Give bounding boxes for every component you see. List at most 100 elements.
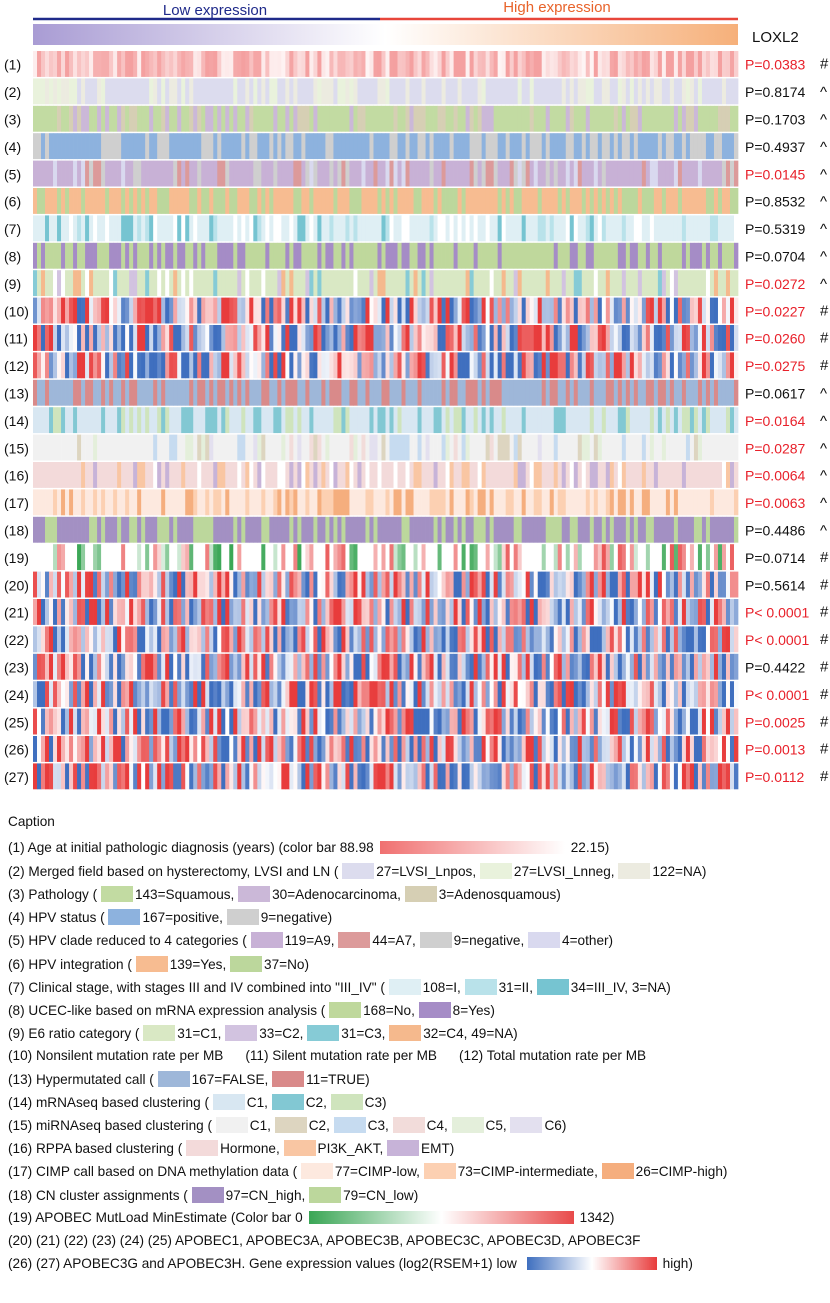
heatmap-cell — [661, 270, 667, 297]
heatmap-cell — [561, 352, 567, 379]
heatmap-cell — [233, 325, 238, 351]
heatmap-cell — [153, 736, 158, 762]
heatmap-cell — [121, 681, 126, 708]
heatmap-cell — [321, 325, 326, 351]
heatmap-cell — [637, 763, 643, 790]
heatmap-cell — [617, 434, 623, 461]
heatmap-cell — [69, 736, 74, 762]
heatmap-cell — [285, 51, 290, 77]
heatmap-cell — [517, 544, 523, 571]
heatmap-cell — [557, 105, 563, 132]
heatmap-cell — [605, 763, 611, 790]
heatmap-cell — [173, 215, 178, 242]
heatmap-cell — [549, 270, 555, 297]
heatmap-cell — [433, 708, 438, 735]
heatmap-cell — [205, 133, 210, 160]
heatmap-cell — [45, 188, 50, 214]
heatmap-cell — [149, 105, 154, 132]
heatmap-cell — [81, 270, 86, 297]
heatmap-cell — [373, 571, 378, 598]
heatmap-cell — [577, 599, 583, 625]
heatmap-cell — [441, 242, 446, 269]
heatmap-cell — [201, 325, 206, 351]
heatmap-cell — [489, 270, 495, 297]
heatmap-cell — [53, 407, 58, 434]
heatmap-cell — [337, 571, 342, 598]
heatmap-cell — [101, 242, 106, 269]
heatmap-cell — [277, 379, 282, 406]
heatmap-cell — [309, 160, 314, 187]
heatmap-cell — [693, 160, 699, 187]
heatmap-cell — [325, 325, 330, 351]
heatmap-cell — [725, 489, 731, 516]
heatmap-cell — [425, 407, 430, 434]
heatmap-cell — [45, 105, 50, 132]
heatmap-cell — [701, 626, 707, 653]
heatmap-cell — [401, 516, 406, 543]
heatmap-cell — [45, 599, 50, 625]
heatmap-cell — [513, 352, 519, 379]
heatmap-cell — [257, 681, 262, 708]
heatmap-cell — [441, 78, 446, 105]
heatmap-cell — [253, 571, 258, 598]
heatmap-cell — [157, 407, 162, 434]
heatmap-cell — [569, 462, 575, 488]
heatmap-cell — [549, 297, 555, 324]
heatmap-cell — [89, 352, 94, 379]
heatmap-cell — [473, 434, 478, 461]
heatmap-cell — [161, 160, 166, 187]
heatmap-cell — [165, 516, 170, 543]
heatmap-cell — [253, 352, 258, 379]
heatmap-cell — [593, 516, 599, 543]
heatmap-cell — [293, 133, 298, 160]
heatmap-cell — [665, 763, 671, 790]
heatmap-cell — [553, 160, 559, 187]
heatmap-cell — [293, 379, 298, 406]
heatmap-cell — [509, 133, 515, 160]
heatmap-cell — [569, 544, 575, 571]
heatmap-cell — [77, 544, 82, 571]
p-value-label: P=0.4422 — [745, 660, 806, 676]
heatmap-cell — [365, 599, 370, 625]
heatmap-cell — [665, 434, 671, 461]
heatmap-cell — [489, 51, 495, 77]
heatmap-cell — [197, 105, 202, 132]
heatmap-cell — [549, 708, 555, 735]
heatmap-cell — [305, 215, 310, 242]
heatmap-cell — [705, 379, 711, 406]
heatmap-cell — [389, 325, 394, 351]
heatmap-cell — [193, 78, 198, 105]
heatmap-cell — [57, 133, 62, 160]
heatmap-cell — [53, 105, 58, 132]
heatmap-cell — [93, 434, 98, 461]
heatmap-cell — [681, 516, 687, 543]
heatmap-cell — [509, 681, 515, 708]
heatmap-cell — [661, 379, 667, 406]
heatmap-cell — [453, 133, 458, 160]
heatmap-cell — [129, 571, 134, 598]
heatmap-cell — [513, 160, 519, 187]
heatmap-cell — [321, 462, 326, 488]
heatmap-cell — [101, 188, 106, 214]
heatmap-cell — [561, 681, 567, 708]
heatmap-cell — [641, 379, 647, 406]
heatmap-cell — [525, 105, 531, 132]
heatmap-cell — [253, 681, 258, 708]
heatmap-cell — [545, 516, 551, 543]
heatmap-cell — [725, 352, 731, 379]
heatmap-cell — [605, 242, 611, 269]
heatmap-cell — [41, 407, 46, 434]
heatmap-cell — [417, 297, 422, 324]
heatmap-cell — [105, 242, 110, 269]
heatmap-cell — [317, 78, 322, 105]
heatmap-cell — [241, 160, 246, 187]
heatmap-cell — [453, 736, 458, 762]
heatmap-cell — [441, 763, 446, 790]
heatmap-cell — [673, 544, 679, 571]
heatmap-cell — [733, 599, 739, 625]
heatmap-cell — [449, 352, 454, 379]
heatmap-cell — [449, 297, 454, 324]
heatmap-cell — [593, 763, 599, 790]
heatmap-cell — [677, 708, 683, 735]
heatmap-row — [33, 297, 739, 324]
